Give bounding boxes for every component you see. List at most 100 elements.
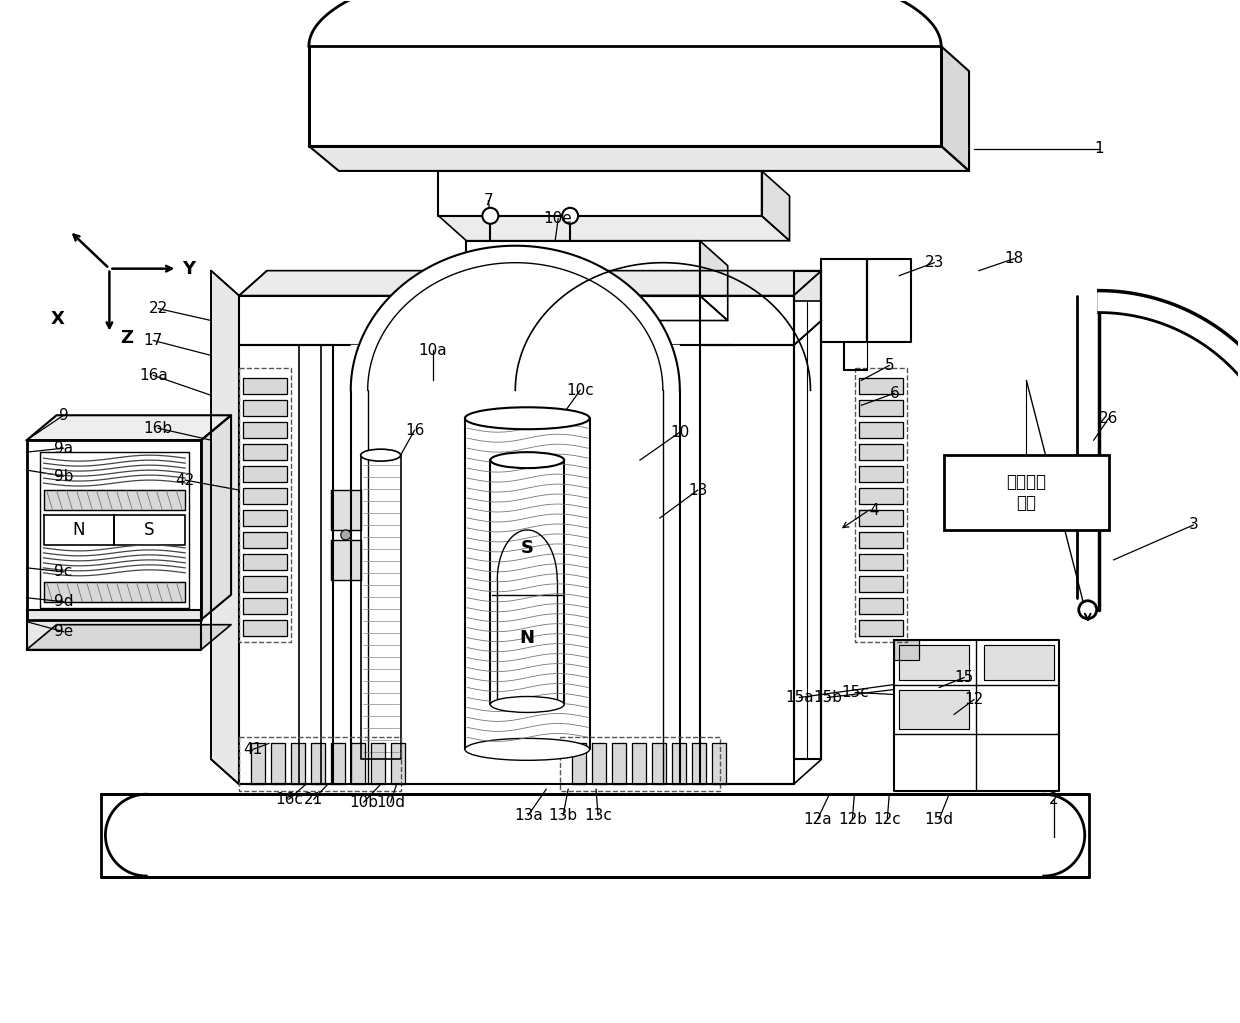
Polygon shape xyxy=(26,440,201,620)
Polygon shape xyxy=(351,246,680,391)
Text: 16c: 16c xyxy=(275,792,303,807)
Polygon shape xyxy=(371,744,384,785)
Text: 12a: 12a xyxy=(804,811,832,827)
Polygon shape xyxy=(239,346,332,785)
Polygon shape xyxy=(309,46,941,146)
Text: Y: Y xyxy=(182,260,196,277)
Text: 洁净压缩
气源: 洁净压缩 气源 xyxy=(1007,474,1047,512)
Text: S: S xyxy=(521,539,533,557)
Polygon shape xyxy=(867,259,911,343)
Text: 13a: 13a xyxy=(513,808,543,822)
Text: 5: 5 xyxy=(884,358,894,373)
Polygon shape xyxy=(859,466,903,482)
Polygon shape xyxy=(243,379,286,394)
Text: S: S xyxy=(144,521,155,539)
Text: 16b: 16b xyxy=(144,420,172,436)
Polygon shape xyxy=(439,171,761,216)
Text: 10b: 10b xyxy=(350,795,378,810)
Polygon shape xyxy=(699,346,794,785)
Polygon shape xyxy=(632,744,646,785)
Polygon shape xyxy=(859,532,903,548)
Text: N: N xyxy=(520,629,534,647)
Polygon shape xyxy=(572,744,587,785)
Polygon shape xyxy=(859,576,903,591)
Text: 6: 6 xyxy=(889,386,899,401)
Polygon shape xyxy=(761,171,790,240)
Polygon shape xyxy=(465,418,590,750)
Polygon shape xyxy=(613,744,626,785)
Circle shape xyxy=(562,208,578,224)
Polygon shape xyxy=(243,576,286,591)
Text: 15b: 15b xyxy=(813,690,842,705)
Text: 10c: 10c xyxy=(567,383,594,398)
Polygon shape xyxy=(391,744,404,785)
Text: 17: 17 xyxy=(144,332,162,348)
Ellipse shape xyxy=(490,697,564,712)
Text: 23: 23 xyxy=(925,255,944,270)
Polygon shape xyxy=(309,0,941,46)
Text: 15d: 15d xyxy=(925,811,954,827)
Text: 13c: 13c xyxy=(584,808,613,822)
Polygon shape xyxy=(43,582,185,602)
Ellipse shape xyxy=(490,452,564,469)
Text: 9e: 9e xyxy=(53,624,73,639)
Polygon shape xyxy=(239,271,821,296)
Text: 15: 15 xyxy=(955,670,973,685)
Polygon shape xyxy=(250,744,265,785)
Polygon shape xyxy=(899,644,968,679)
Text: 12b: 12b xyxy=(838,811,867,827)
Polygon shape xyxy=(351,744,365,785)
Polygon shape xyxy=(243,597,286,614)
Polygon shape xyxy=(243,400,286,416)
Polygon shape xyxy=(211,271,239,785)
Text: 16: 16 xyxy=(405,422,424,438)
Polygon shape xyxy=(1044,794,1089,877)
Text: 18: 18 xyxy=(1004,252,1023,266)
Polygon shape xyxy=(243,620,286,635)
Text: 16a: 16a xyxy=(139,368,167,383)
Polygon shape xyxy=(859,620,903,635)
Polygon shape xyxy=(309,146,968,171)
Polygon shape xyxy=(243,553,286,570)
Polygon shape xyxy=(331,490,361,530)
Ellipse shape xyxy=(465,407,589,430)
Polygon shape xyxy=(201,415,231,620)
Polygon shape xyxy=(311,744,325,785)
Polygon shape xyxy=(361,455,401,759)
Text: 12c: 12c xyxy=(873,811,901,827)
Text: 9: 9 xyxy=(58,408,68,422)
Text: 1: 1 xyxy=(1094,141,1104,157)
Circle shape xyxy=(1079,601,1096,619)
Polygon shape xyxy=(699,240,728,320)
Text: 15c: 15c xyxy=(842,685,869,700)
Polygon shape xyxy=(794,301,821,759)
Polygon shape xyxy=(291,744,305,785)
Polygon shape xyxy=(894,639,1059,791)
Text: 42: 42 xyxy=(176,473,195,488)
Polygon shape xyxy=(652,744,666,785)
Polygon shape xyxy=(899,690,968,729)
Text: 9c: 9c xyxy=(55,565,73,579)
Polygon shape xyxy=(672,744,686,785)
Ellipse shape xyxy=(361,449,401,461)
Text: Z: Z xyxy=(120,329,133,348)
Polygon shape xyxy=(985,644,1054,679)
Polygon shape xyxy=(26,610,201,650)
Polygon shape xyxy=(859,510,903,526)
Text: 12: 12 xyxy=(965,692,983,707)
Polygon shape xyxy=(299,346,321,785)
Polygon shape xyxy=(859,488,903,504)
Polygon shape xyxy=(243,466,286,482)
Text: 9a: 9a xyxy=(55,441,73,455)
Polygon shape xyxy=(466,240,699,296)
Polygon shape xyxy=(272,744,285,785)
Text: 41: 41 xyxy=(243,742,263,757)
Text: 7: 7 xyxy=(484,193,494,209)
Bar xyxy=(944,455,1109,530)
Text: 13b: 13b xyxy=(548,808,578,822)
Ellipse shape xyxy=(465,739,589,760)
Text: 13: 13 xyxy=(688,483,708,497)
Text: N: N xyxy=(72,521,84,539)
Polygon shape xyxy=(859,379,903,394)
Polygon shape xyxy=(591,744,606,785)
